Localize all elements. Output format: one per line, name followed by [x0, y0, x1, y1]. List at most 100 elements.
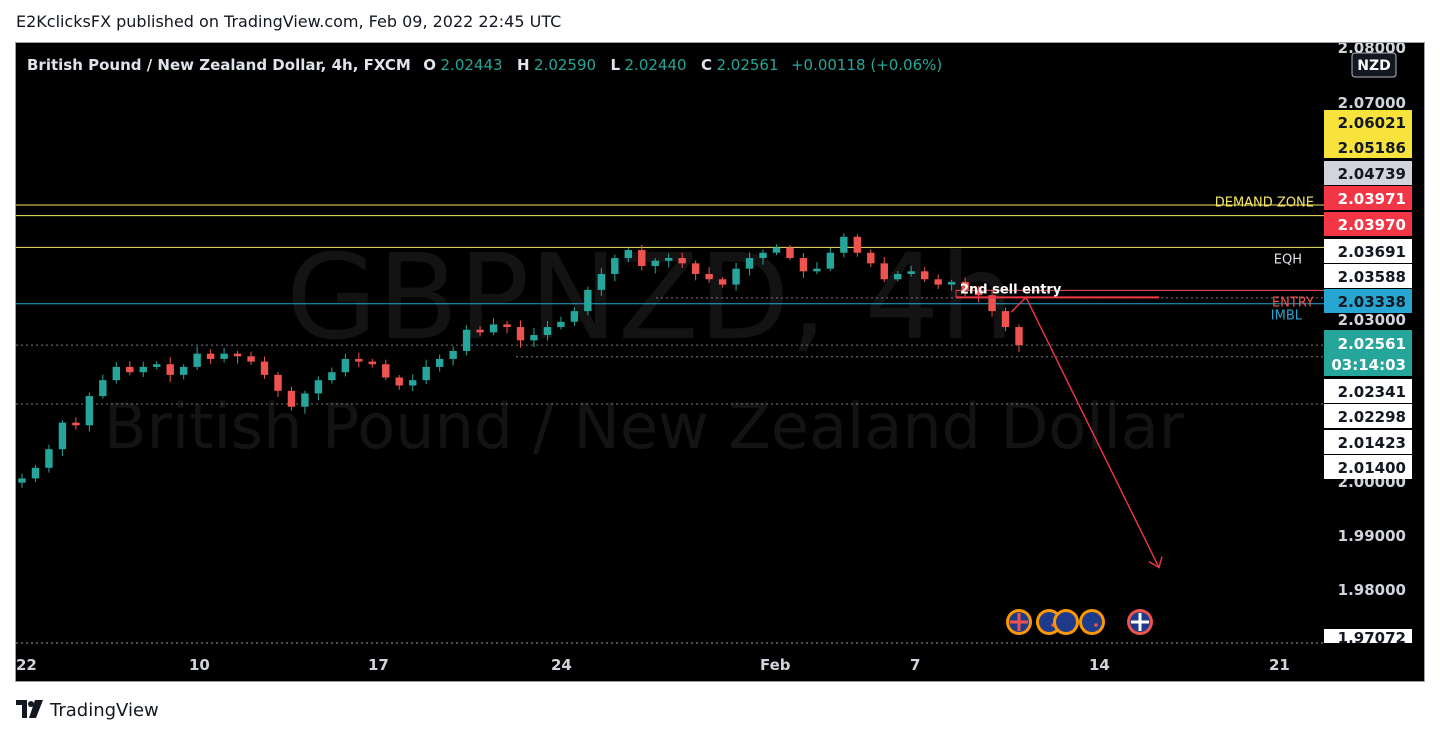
candle-body [947, 281, 956, 285]
badge-bg [1324, 161, 1412, 185]
published-by-text: E2KclicksFX published on TradingView.com… [16, 12, 562, 31]
uk-flag-icon[interactable] [1127, 609, 1153, 635]
nz-flag-icon[interactable] [1079, 609, 1105, 635]
legend-high-label: H [517, 56, 530, 74]
legend-low-value: 2.02440 [625, 56, 687, 74]
watermark-symbol: GBPNZD, 4h [286, 228, 1014, 366]
price-badge: 2.03588 [1338, 268, 1406, 286]
tradingview-brand: TradingView [50, 700, 159, 721]
candle-body [691, 263, 700, 274]
price-badge: 2.02341 [1338, 383, 1406, 401]
candle-body [422, 366, 430, 381]
candle-body [813, 268, 821, 272]
time-axis-ticks[interactable]: 22 10 17 24 Feb 7 14 21 [16, 656, 1290, 674]
currency-button[interactable]: NZD [1351, 52, 1397, 78]
badge-bg [1324, 455, 1412, 479]
candle-body [58, 422, 67, 450]
candle-body [678, 258, 686, 264]
candle-body [18, 478, 26, 483]
candlestick-series[interactable] [18, 233, 1023, 488]
candle-body [328, 372, 336, 381]
price-badge: 2.06021 [1338, 114, 1406, 132]
price-badge: 2.03971 [1338, 190, 1406, 208]
candle-body [449, 350, 457, 359]
candle-body [139, 366, 147, 373]
time-tick: 21 [1269, 656, 1290, 674]
time-tick: 24 [551, 656, 572, 674]
badge-bg [1324, 212, 1412, 236]
candle-body [435, 358, 444, 367]
horizontal-levels [16, 204, 1324, 405]
candle-body [880, 263, 888, 280]
candle-body [31, 467, 40, 479]
candle-body [112, 366, 121, 381]
current-price: 2.02561 [1338, 335, 1406, 353]
legend-title: British Pound / New Zealand Dollar, 4h, … [27, 56, 411, 74]
price-tick: 1.98000 [1338, 581, 1406, 599]
badge-bg [1324, 239, 1412, 263]
watermark-description: British Pound / New Zealand Dollar [104, 390, 1185, 463]
candle-body [368, 361, 377, 365]
badge-bg [1324, 379, 1412, 403]
event-icon[interactable] [1053, 609, 1079, 635]
candle-body [974, 289, 983, 296]
candle-body [651, 260, 659, 267]
candle-body [570, 311, 579, 322]
candle-body [718, 279, 727, 285]
candle-body [516, 327, 525, 341]
price-badge: 2.03338 [1338, 293, 1406, 311]
economic-events[interactable] [1006, 609, 1153, 635]
badge-bg [1324, 134, 1412, 158]
legend-high-value: 2.02590 [534, 56, 596, 74]
candle-body [1001, 311, 1010, 328]
price-axis-ticks: 2.08000 2.07000 2.03000 2.00000 1.99000 … [1338, 43, 1406, 599]
price-tick: 2.03000 [1338, 311, 1406, 329]
candle-body [557, 321, 565, 328]
candle-body [638, 250, 646, 267]
badge-bg [1324, 186, 1412, 210]
candle-body [476, 329, 484, 333]
price-badge: 2.04739 [1338, 165, 1406, 183]
candle-body [220, 353, 228, 359]
candle-body [395, 377, 403, 386]
publish-header: E2KclicksFX published on TradingView.com… [0, 0, 1440, 42]
legend-close-label: C [701, 56, 712, 74]
candle-body [193, 353, 201, 367]
price-badge: 2.03970 [1338, 216, 1406, 234]
time-tick: 7 [910, 656, 920, 674]
candle-body [153, 364, 161, 367]
badge-bg [1324, 289, 1412, 313]
candle-body [867, 252, 875, 264]
candle-body [624, 250, 632, 259]
time-tick: 22 [16, 656, 37, 674]
imbl-label: IMBL [1271, 309, 1303, 324]
price-chart[interactable]: GBPNZD, 4h British Pound / New Zealand D… [16, 43, 1424, 681]
candle-body [1015, 327, 1023, 346]
price-badge-bottom: 1.97072 [1338, 629, 1406, 647]
candle-body [732, 268, 740, 285]
candle-body [759, 252, 767, 259]
candle-body [503, 324, 511, 328]
uk-flag-icon[interactable] [1006, 609, 1032, 635]
legend-low-label: L [611, 56, 621, 74]
time-tick: 17 [368, 656, 389, 674]
candle-body [126, 366, 134, 373]
candle-body [45, 449, 53, 468]
price-badges: 2.06021 2.05186 2.04739 2.03971 2.03970 … [1324, 110, 1412, 647]
badge-bg [1324, 264, 1412, 288]
candle-body [85, 396, 94, 426]
candle-body [301, 393, 309, 407]
candle-body [530, 335, 538, 341]
candle-body [988, 295, 996, 312]
legend-change-value: +0.00118 (+0.06%) [791, 56, 942, 74]
candle-body [664, 258, 673, 261]
drawings [955, 290, 1163, 569]
candle-body [705, 273, 713, 280]
candle-body [799, 258, 808, 272]
candle-body [206, 353, 215, 359]
price-badge: 2.03691 [1338, 243, 1406, 261]
chart-panel[interactable]: GBPNZD, 4h British Pound / New Zealand D… [15, 42, 1425, 682]
candle-body [894, 273, 902, 280]
price-badge: 2.05186 [1338, 139, 1406, 157]
second-sell-entry-label: 2nd sell entry [960, 282, 1062, 297]
